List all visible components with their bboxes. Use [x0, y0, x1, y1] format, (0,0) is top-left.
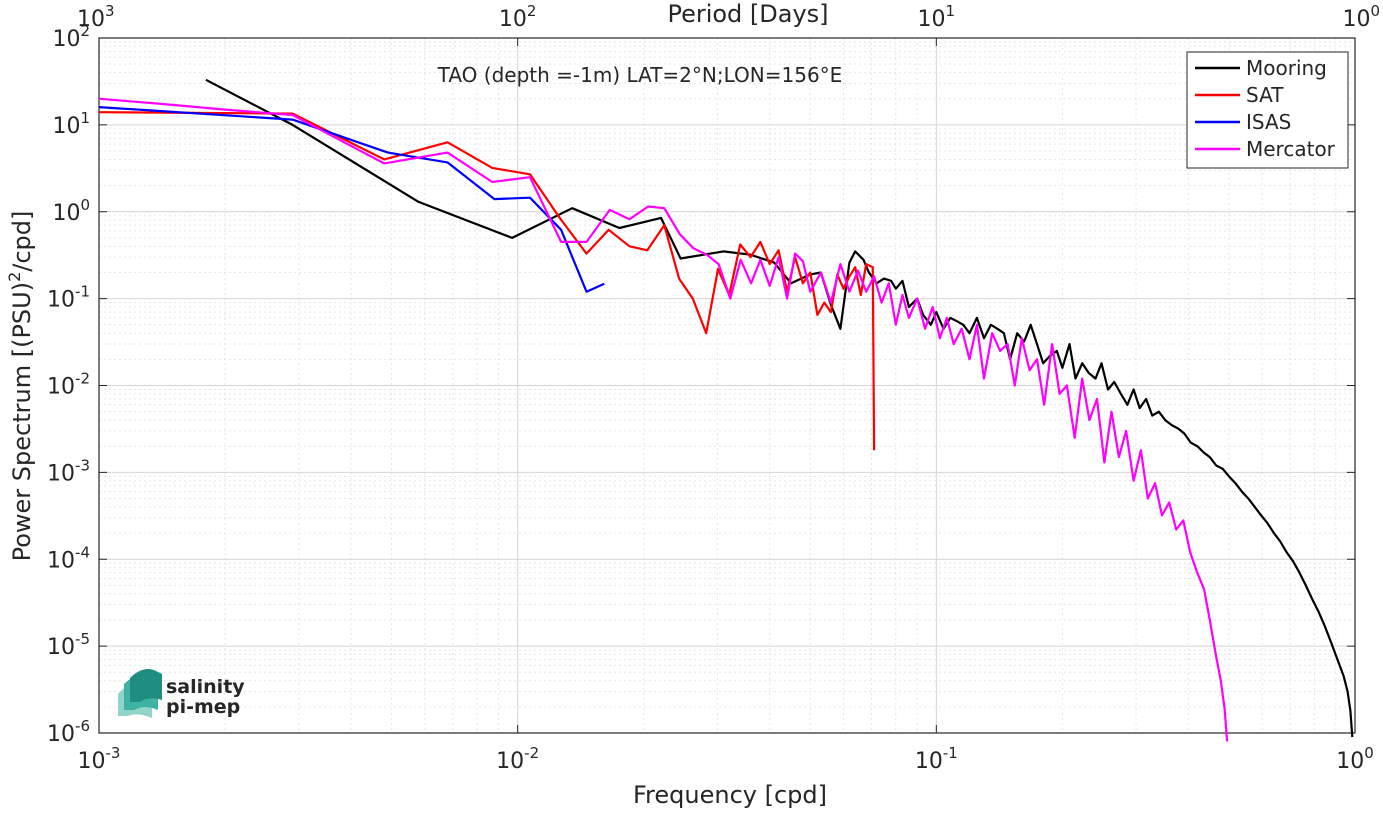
legend-label-isas: ISAS: [1246, 110, 1291, 134]
tick-base: 10: [918, 7, 946, 32]
x2-tick-label: 101: [918, 2, 956, 32]
y-tick-label: 10-5: [47, 630, 90, 660]
tick-exponent: 1: [946, 2, 956, 20]
tick-base: 10: [47, 548, 75, 573]
tick-exponent: -4: [75, 543, 90, 561]
tick-base: 10: [1336, 749, 1364, 774]
logo-text-salinity: salinity: [166, 676, 245, 698]
tick-base: 10: [52, 201, 80, 226]
y-tick-label: 10-1: [47, 283, 90, 313]
legend-label-mooring: Mooring: [1246, 56, 1327, 80]
tick-exponent: 1: [80, 109, 90, 127]
x-tick-label: 10-3: [78, 744, 121, 774]
series-line-mercator: [98, 97, 1229, 742]
x2-tick-label: 103: [77, 2, 115, 32]
series: [98, 78, 1354, 742]
tick-base: 10: [1342, 7, 1370, 32]
x-tick-label: 10-2: [496, 744, 539, 774]
tick-exponent: 0: [1364, 744, 1374, 762]
y-tick-label: 10-6: [47, 717, 90, 747]
tick-exponent: 3: [105, 2, 115, 20]
tick-base: 10: [47, 722, 75, 747]
tick-exponent: 0: [80, 196, 90, 214]
tick-base: 10: [47, 288, 75, 313]
legend-label-mercator: Mercator: [1246, 137, 1336, 161]
y-tick-label: 10-2: [47, 370, 90, 400]
series-line-sat: [98, 111, 876, 451]
tick-exponent: -1: [75, 283, 90, 301]
tick-exponent: -5: [75, 630, 90, 648]
tick-exponent: 2: [527, 2, 537, 20]
tick-exponent: 2: [80, 22, 90, 40]
legend: Mooring SAT ISAS Mercator: [1186, 51, 1349, 169]
legend-label-sat: SAT: [1246, 83, 1284, 107]
tick-exponent: -6: [75, 717, 90, 735]
y-tick-label: 102: [52, 22, 90, 52]
salinity-pi-mep-logo: salinity pi-mep: [118, 669, 245, 718]
tick-base: 10: [77, 7, 105, 32]
tick-base: 10: [47, 375, 75, 400]
tick-exponent: -3: [75, 456, 90, 474]
tick-base: 10: [47, 635, 75, 660]
y-tick-label: 100: [52, 196, 90, 226]
logo-mark-icon: [118, 669, 162, 718]
tick-exponent: -2: [524, 744, 539, 762]
tick-base: 10: [915, 749, 943, 774]
tick-exponent: -2: [75, 370, 90, 388]
tick-base: 10: [496, 749, 524, 774]
tick-base: 10: [47, 461, 75, 486]
logo-text-pi-mep: pi-mep: [166, 696, 240, 718]
x2-tick-label: 100: [1342, 2, 1380, 32]
tick-base: 10: [52, 114, 80, 139]
x-tick-label: 100: [1336, 744, 1374, 774]
tick-exponent: -3: [106, 744, 121, 762]
x-tick-label: 10-1: [915, 744, 958, 774]
y-axis-title-exponent: 2: [5, 272, 24, 282]
y-axis-title-part: /cpd]: [8, 211, 36, 272]
series-line-mooring: [205, 78, 1354, 738]
x-axis-title: Frequency [cpd]: [633, 781, 827, 809]
y-axis-title: Power Spectrum [(PSU)2/cpd]: [5, 211, 36, 562]
tick-base: 10: [499, 7, 527, 32]
tick-base: 10: [52, 27, 80, 52]
tick-exponent: -1: [943, 744, 958, 762]
y-tick-label: 10-4: [47, 543, 90, 573]
tick-exponent: 0: [1370, 2, 1380, 20]
x2-tick-label: 102: [499, 2, 537, 32]
chart-title: TAO (depth =-1m) LAT=2°N;LON=156°E: [437, 63, 843, 87]
tick-base: 10: [78, 749, 106, 774]
y-tick-label: 101: [52, 109, 90, 139]
y-axis-title-part: Power Spectrum [(PSU): [8, 282, 36, 561]
top-axis-title: Period [Days]: [667, 0, 828, 28]
y-tick-label: 10-3: [47, 456, 90, 486]
